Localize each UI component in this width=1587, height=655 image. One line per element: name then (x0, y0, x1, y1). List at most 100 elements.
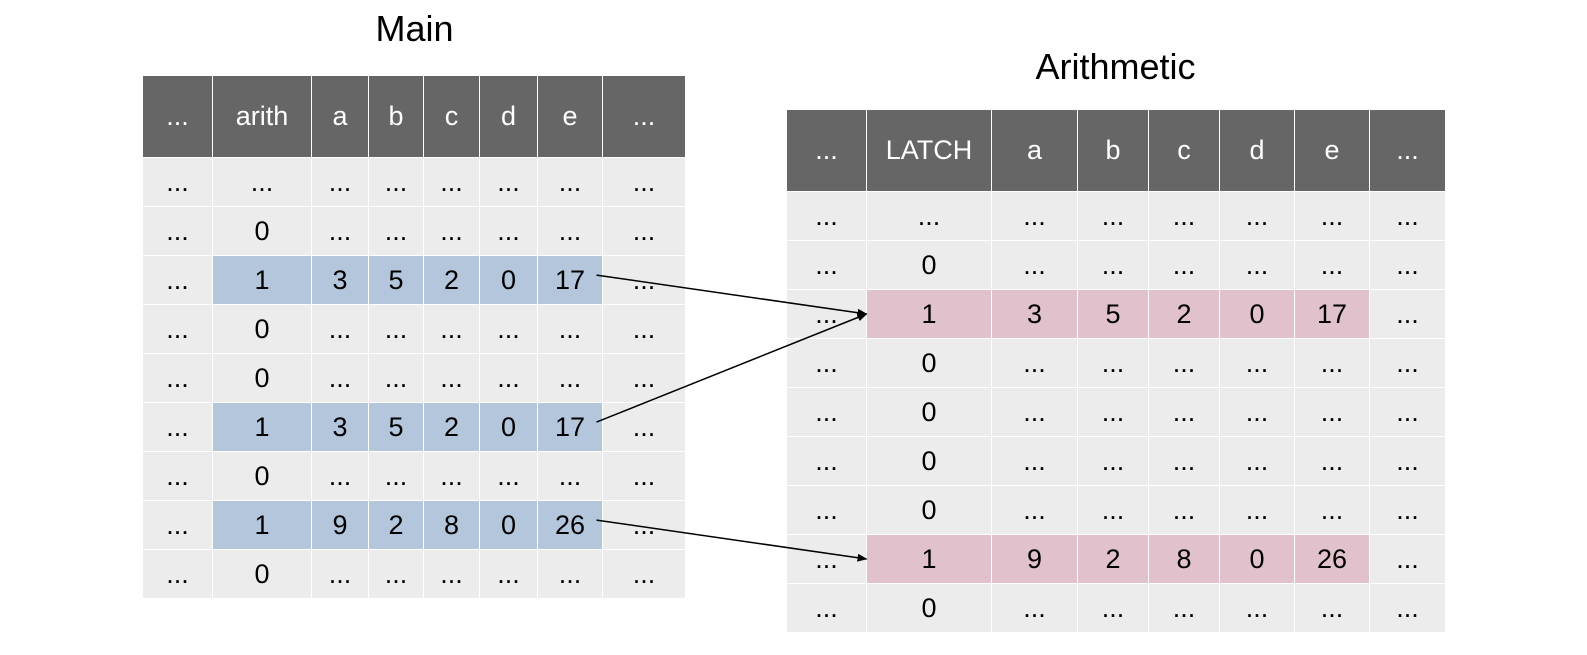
main-table-row: ... 0.................. (142, 353, 686, 403)
main-table-cell: ... (142, 304, 213, 354)
main-table-cell: ... (368, 549, 424, 599)
main-table-cell: ... (142, 206, 213, 256)
arithmetic-table-cell: ... (1148, 191, 1220, 241)
arithmetic-table-cell: ... (1148, 240, 1220, 290)
main-table-cell: 0 (479, 500, 538, 550)
arithmetic-header-cell: b (1077, 109, 1149, 192)
arithmetic-table-cell: ... (1294, 338, 1370, 388)
main-table-cell: ... (368, 157, 424, 207)
arithmetic-table-cell: 5 (1077, 289, 1149, 339)
arithmetic-table-cell: ... (1077, 338, 1149, 388)
main-table-cell: ... (142, 402, 213, 452)
arithmetic-table-cell: ... (1148, 583, 1220, 633)
arithmetic-table-row: ... 0.................. (786, 583, 1446, 633)
main-table-cell: ... (537, 304, 603, 354)
main-table-cell: 2 (423, 402, 480, 452)
main-table-cell: ... (142, 500, 213, 550)
arithmetic-table-cell: ... (1219, 436, 1295, 486)
arithmetic-table-cell: ... (1369, 240, 1446, 290)
main-table-cell: 0 (212, 304, 312, 354)
main-table-cell: 0 (212, 206, 312, 256)
main-table-row: ... 1 3 5 2 0 17... (142, 402, 686, 452)
main-table-row: ... 0.................. (142, 304, 686, 354)
main-table-cell: ... (311, 157, 369, 207)
arithmetic-table-cell: 0 (866, 436, 992, 486)
main-table-cell: ... (479, 353, 538, 403)
main-header-cell: d (479, 75, 538, 158)
arithmetic-table-cell: 2 (1077, 534, 1149, 584)
arithmetic-table-cell: ... (1369, 289, 1446, 339)
arithmetic-table-cell: ... (786, 191, 867, 241)
arithmetic-table-cell: 0 (866, 583, 992, 633)
main-table-cell: ... (423, 451, 480, 501)
arithmetic-table-cell: ... (1077, 583, 1149, 633)
arithmetic-table-row: ........................ (786, 191, 1446, 241)
main-table-cell: 5 (368, 402, 424, 452)
main-table-cell: 0 (212, 353, 312, 403)
arithmetic-table-cell: ... (1219, 338, 1295, 388)
main-table-row: ... 0.................. (142, 206, 686, 256)
main-table-cell: 17 (537, 255, 603, 305)
main-table-cell: ... (479, 157, 538, 207)
main-table-cell: ... (602, 304, 686, 354)
main-table-cell: ... (142, 353, 213, 403)
main-table-cell: ... (423, 304, 480, 354)
arithmetic-table-cell: ... (1219, 485, 1295, 535)
main-header-cell: c (423, 75, 480, 158)
arithmetic-table-cell: 26 (1294, 534, 1370, 584)
main-table-cell: ... (311, 353, 369, 403)
arithmetic-table-cell: ... (1148, 485, 1220, 535)
main-table-cell: ... (602, 451, 686, 501)
arithmetic-table-row: ... 0.................. (786, 436, 1446, 486)
main-header-row: ... arith a b c d e... (142, 75, 686, 158)
main-table-cell: ... (368, 304, 424, 354)
arithmetic-table-cell: ... (1369, 436, 1446, 486)
arithmetic-table-cell: ... (1294, 240, 1370, 290)
arithmetic-table-cell: ... (1369, 387, 1446, 437)
main-table-cell: ... (368, 451, 424, 501)
arithmetic-table-row: ... 0.................. (786, 387, 1446, 437)
main-table-cell: 0 (212, 451, 312, 501)
main-table-row: ... 1 9 2 8 0 26... (142, 500, 686, 550)
arithmetic-table-cell: 1 (866, 534, 992, 584)
arithmetic-table-cell: ... (786, 387, 867, 437)
arithmetic-table-cell: 0 (1219, 534, 1295, 584)
arithmetic-table-cell: 0 (866, 240, 992, 290)
main-table-cell: ... (537, 206, 603, 256)
main-table-cell: 0 (212, 549, 312, 599)
main-table-cell: ... (602, 549, 686, 599)
main-table-cell: ... (602, 500, 686, 550)
main-table-cell: ... (423, 353, 480, 403)
main-table-title: Main (375, 8, 454, 49)
main-table-cell: ... (537, 353, 603, 403)
main-table-cell: 8 (423, 500, 480, 550)
arithmetic-header-cell: e (1294, 109, 1370, 192)
main-table-cell: 5 (368, 255, 424, 305)
arithmetic-table-cell: ... (1294, 191, 1370, 241)
arithmetic-table-cell: ... (786, 583, 867, 633)
arithmetic-table-cell: ... (786, 240, 867, 290)
arithmetic-table-cell: ... (1369, 583, 1446, 633)
main-header-cell: arith (212, 75, 312, 158)
arithmetic-table: ... LATCH a b c d e... .......................… (786, 109, 1446, 633)
arithmetic-table-cell: ... (1369, 338, 1446, 388)
arithmetic-table-cell: ... (991, 240, 1078, 290)
main-table-cell: ... (212, 157, 312, 207)
main-table-cell: ... (602, 157, 686, 207)
arithmetic-table-row: ... 0.................. (786, 240, 1446, 290)
main-header-cell: ... (142, 75, 213, 158)
arithmetic-table-cell: ... (1294, 485, 1370, 535)
main-table-row: ... 0.................. (142, 451, 686, 501)
arithmetic-table-cell: ... (991, 583, 1078, 633)
arithmetic-header-cell: d (1219, 109, 1295, 192)
main-table-cell: ... (602, 402, 686, 452)
main-table-cell: ... (537, 549, 603, 599)
main-table-cell: 1 (212, 402, 312, 452)
arithmetic-table-cell: ... (1219, 240, 1295, 290)
arithmetic-table-cell: ... (1077, 436, 1149, 486)
main-header-cell: a (311, 75, 369, 158)
main-table-cell: ... (142, 255, 213, 305)
main-header-cell: e (537, 75, 603, 158)
main-table-cell: ... (368, 206, 424, 256)
arithmetic-table-cell: ... (1077, 485, 1149, 535)
